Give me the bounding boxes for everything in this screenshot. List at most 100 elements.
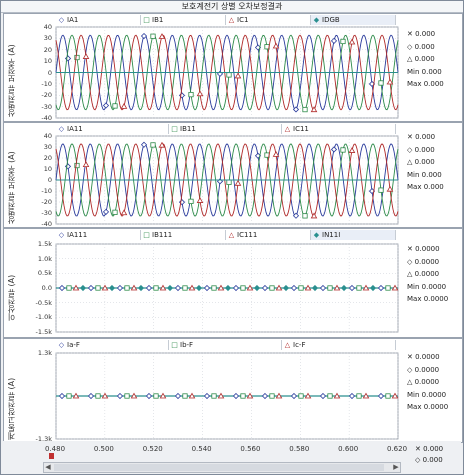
series-marker	[362, 392, 370, 399]
y-tick-label: -40	[41, 220, 52, 228]
series-marker	[196, 197, 204, 203]
y-tick-label: 20	[43, 154, 52, 162]
x-tick-label: 0.560	[240, 445, 261, 453]
series-marker	[224, 284, 232, 292]
horizontal-scrollbar[interactable]: ◀ ▶	[43, 462, 401, 473]
y-tick-label: -20	[41, 198, 52, 206]
legend-item-ia11[interactable]: ◇ IA11	[56, 124, 169, 134]
legend-item-ic11[interactable]: △ IC11	[282, 124, 396, 134]
plot-area[interactable]	[4, 229, 462, 337]
series-marker	[174, 284, 182, 292]
y-tick-label: 0.5k	[37, 269, 52, 278]
series-marker	[327, 393, 333, 399]
legend-item-ia-f[interactable]: ◇ Ia-F	[56, 340, 169, 350]
series-marker	[66, 393, 72, 399]
series-marker	[386, 185, 394, 192]
x-tick-label: 0.540	[191, 445, 212, 453]
series-marker	[234, 72, 242, 79]
series-marker	[319, 284, 327, 292]
y-tick-label: 0	[47, 176, 52, 184]
series-marker	[391, 284, 399, 291]
series-marker	[226, 179, 232, 185]
scrollbar-thumb[interactable]	[54, 464, 384, 471]
series-marker	[140, 141, 148, 148]
x-tick-label: 0.600	[338, 445, 359, 453]
triangle-icon: △	[284, 125, 291, 133]
legend-item-ia1[interactable]: ◇ IA1	[56, 15, 141, 25]
y-tick-label: 40	[43, 132, 52, 140]
cursor-readout: ✕ 0.0000 ◇ 0.0000 △ 0.0000 Min 0.0000 Ma…	[407, 245, 449, 303]
legend-item-in11i[interactable]: ◆ IN11I	[311, 230, 396, 240]
time-cursor-marker[interactable]	[49, 453, 54, 459]
series-marker	[340, 38, 346, 45]
series-marker	[330, 37, 338, 44]
triangle-icon: △	[228, 231, 235, 239]
series-marker	[196, 90, 204, 97]
legend-item-ib11[interactable]: □ IB11	[169, 124, 282, 134]
plot-area[interactable]	[4, 339, 462, 442]
y-tick-label: 0.0	[41, 284, 52, 292]
diamond-icon: ◇	[58, 125, 65, 133]
series-marker	[145, 392, 153, 400]
legend-item-ia111[interactable]: ◇ IA111	[56, 230, 141, 240]
legend-item-idgb[interactable]: ◆ IDGB	[311, 15, 396, 25]
series-marker	[158, 141, 166, 148]
series-marker	[333, 284, 341, 291]
series-marker	[272, 42, 280, 49]
series-marker	[137, 284, 145, 292]
x-tick-label: 0.480	[45, 445, 66, 453]
legend-item-ic111[interactable]: △ IC111	[226, 230, 311, 240]
series-marker	[182, 285, 188, 291]
legend-item-ib1[interactable]: □ IB1	[141, 15, 226, 25]
legend-item-ib111[interactable]: □ IB111	[141, 230, 226, 240]
series-marker	[269, 393, 275, 399]
filled-diamond-icon: ◆	[313, 16, 320, 24]
y-tick-label: 1.5k	[37, 240, 52, 248]
scroll-right-arrow-icon[interactable]: ▶	[393, 463, 399, 471]
series-marker	[275, 392, 283, 399]
chart-panel-phase-corrected-1[interactable]: ◇ IA1 □ IB1 △ IC1 ◆ IDGB 상별전류 보정후 (A) ✕ 0.00…	[3, 13, 463, 122]
series-marker	[290, 392, 298, 400]
series-marker	[348, 38, 356, 45]
series-marker	[174, 392, 182, 400]
series-marker	[232, 392, 240, 400]
legend-item-ib-f[interactable]: □ Ib-F	[169, 340, 282, 350]
chart-panel-fault-current[interactable]: ◇ Ia-F □ Ib-F △ Ic-F 계통고장전류 (A) ✕ 0.0000 ◇ …	[3, 338, 463, 443]
chart-panel-phase-corrected-2[interactable]: ◇ IA11 □ IB11 △ IC11 상별전류 보정후 (A) ✕ 0.000 ◇…	[3, 122, 463, 228]
y-tick-label: 20	[43, 45, 52, 54]
series-line-3	[55, 143, 399, 217]
series-marker	[298, 285, 304, 291]
series-marker	[66, 285, 72, 291]
series-marker	[153, 285, 159, 291]
legend: ◇ Ia-F □ Ib-F △ Ic-F	[56, 340, 396, 350]
series-marker	[112, 209, 118, 215]
chart-panel-abnormal-current[interactable]: ◇ IA111 □ IB111 △ IC111 ◆ IN11I 이상전류 (A) ✕ 0…	[3, 228, 463, 338]
series-marker	[356, 285, 362, 291]
series-marker	[261, 284, 269, 292]
y-tick-label: 1.0k	[37, 254, 52, 263]
legend: ◇ IA11 □ IB11 △ IC11	[56, 124, 396, 134]
scroll-left-arrow-icon[interactable]: ◀	[45, 463, 51, 471]
plot-area[interactable]	[4, 14, 462, 121]
series-marker	[79, 284, 87, 292]
series-marker	[95, 393, 101, 399]
x-tick-label: 0.520	[142, 445, 163, 453]
series-marker	[159, 392, 167, 399]
legend-item-ic-f[interactable]: △ Ic-F	[282, 340, 396, 350]
series-marker	[188, 198, 194, 204]
series-marker	[87, 392, 95, 400]
series-marker	[203, 284, 211, 292]
series-marker	[101, 284, 109, 291]
series-marker	[130, 284, 138, 291]
plot-area[interactable]	[4, 123, 462, 227]
series-marker	[72, 284, 80, 291]
series-marker	[298, 393, 304, 399]
series-marker	[356, 393, 362, 399]
y-tick-label: 0	[47, 68, 52, 77]
diamond-icon: ◇	[58, 231, 65, 239]
series-marker	[203, 392, 211, 400]
y-tick-label: -0.5k	[35, 298, 52, 307]
series-marker	[340, 147, 346, 153]
y-tick-label: 1.3k	[37, 349, 52, 357]
legend-item-ic1[interactable]: △ IC1	[226, 15, 311, 25]
